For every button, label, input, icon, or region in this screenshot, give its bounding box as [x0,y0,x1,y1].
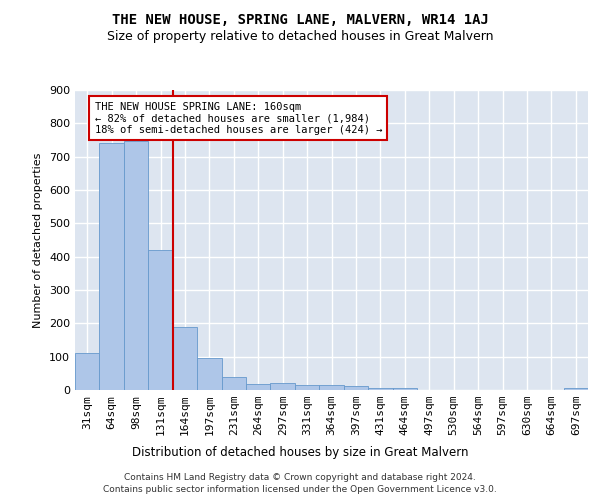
Bar [563,388,588,390]
Bar [271,384,295,390]
Text: Distribution of detached houses by size in Great Malvern: Distribution of detached houses by size … [132,446,468,459]
Bar [124,140,148,390]
Text: THE NEW HOUSE, SPRING LANE, MALVERN, WR14 1AJ: THE NEW HOUSE, SPRING LANE, MALVERN, WR1… [112,12,488,26]
Bar [148,250,173,390]
Text: THE NEW HOUSE SPRING LANE: 160sqm
← 82% of detached houses are smaller (1,984)
1: THE NEW HOUSE SPRING LANE: 160sqm ← 82% … [95,102,382,135]
Y-axis label: Number of detached properties: Number of detached properties [34,152,43,328]
Bar [173,328,197,390]
Bar [221,376,246,390]
Text: Size of property relative to detached houses in Great Malvern: Size of property relative to detached ho… [107,30,493,43]
Bar [75,354,100,390]
Bar [319,385,344,390]
Bar [246,384,271,390]
Bar [344,386,368,390]
Bar [392,388,417,390]
Bar [295,385,319,390]
Bar [368,388,392,390]
Bar [197,358,221,390]
Bar [100,144,124,390]
Text: Contains HM Land Registry data © Crown copyright and database right 2024.: Contains HM Land Registry data © Crown c… [124,473,476,482]
Text: Contains public sector information licensed under the Open Government Licence v3: Contains public sector information licen… [103,486,497,494]
